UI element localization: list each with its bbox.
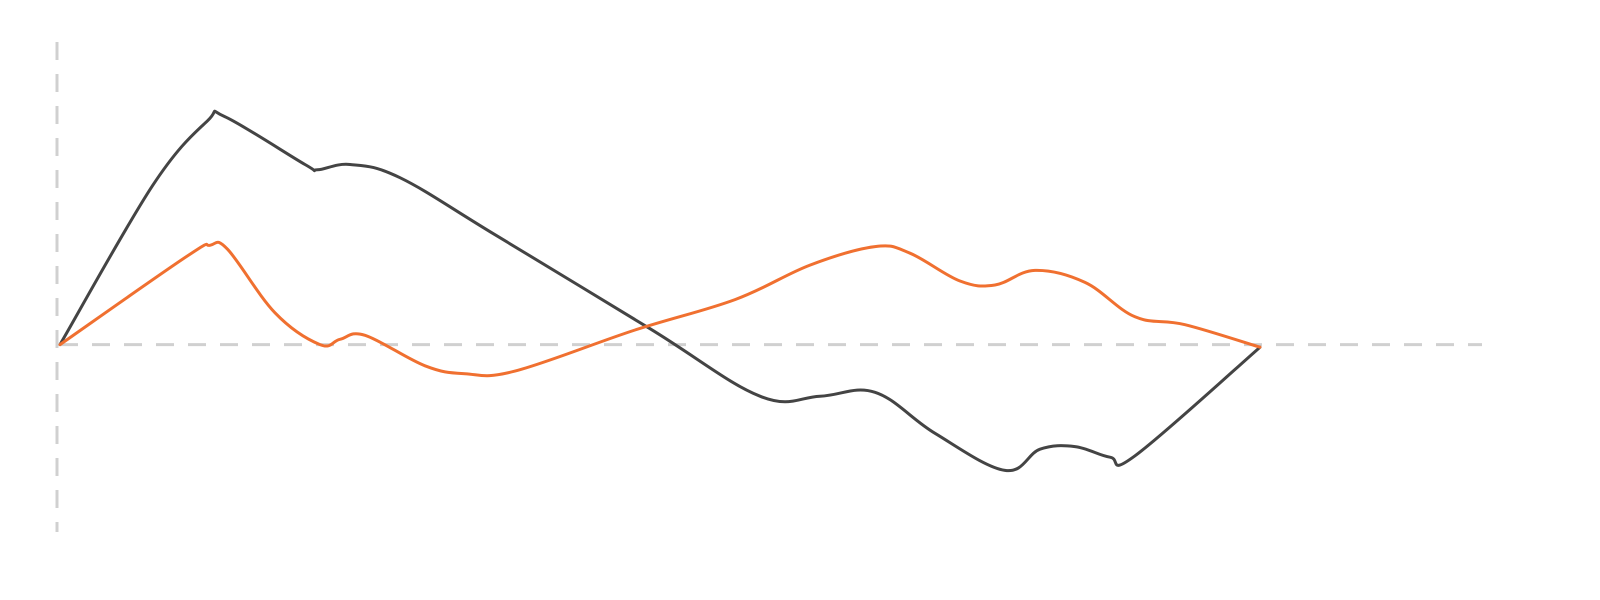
series-line-1 xyxy=(58,109,1262,472)
series-line-2 xyxy=(58,240,1262,378)
series-layer xyxy=(58,109,1262,472)
axes xyxy=(55,42,1482,532)
